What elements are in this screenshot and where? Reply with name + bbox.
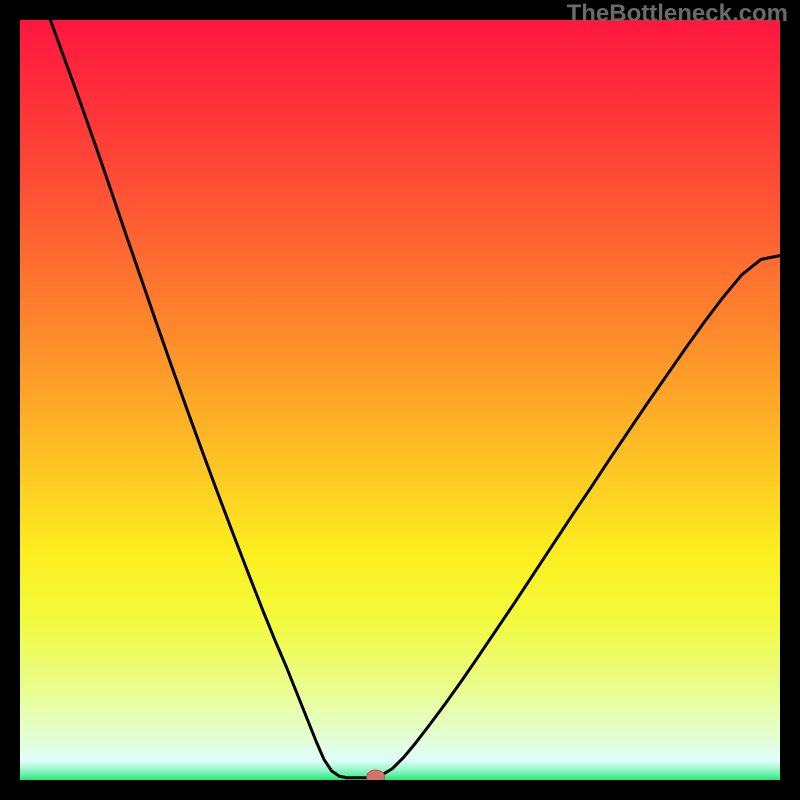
watermark-text: TheBottleneck.com <box>567 0 788 28</box>
bottleneck-curve <box>50 20 780 778</box>
chart-container: TheBottleneck.com <box>0 0 800 800</box>
plot-area <box>20 20 780 780</box>
curve-layer <box>20 20 780 780</box>
optimum-marker <box>367 770 385 780</box>
